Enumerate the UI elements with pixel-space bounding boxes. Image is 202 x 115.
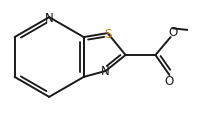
Text: O: O [165,74,174,87]
Text: N: N [45,12,54,24]
Text: N: N [101,65,110,78]
Text: O: O [168,26,177,39]
Text: S: S [104,27,111,40]
